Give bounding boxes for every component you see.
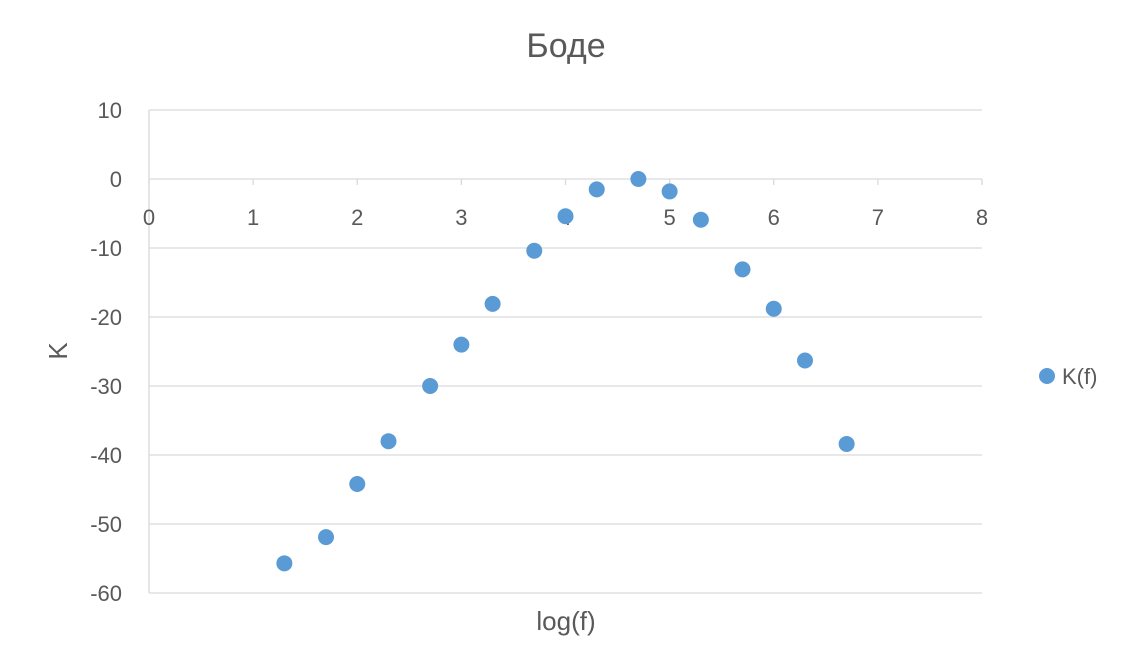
x-tick-label: 6: [768, 205, 780, 230]
chart-title: Боде: [526, 27, 605, 65]
x-tick-label: 0: [143, 205, 155, 230]
x-tick-label: 7: [872, 205, 884, 230]
x-axis-tick-labels: 012345678: [143, 205, 988, 230]
y-tick-label: -50: [90, 512, 122, 537]
data-point: [557, 208, 574, 225]
y-tick-label: 10: [98, 98, 122, 123]
x-tick-label: 8: [976, 205, 988, 230]
data-point: [526, 242, 543, 259]
data-point: [838, 435, 855, 452]
x-tick-label: 2: [351, 205, 363, 230]
y-axis-title: K: [43, 342, 73, 360]
data-point: [692, 211, 709, 228]
y-tick-label: -10: [90, 236, 122, 261]
y-axis-tick-labels: 10 0 -10 -20 -30 -40 -50 -60: [90, 98, 122, 606]
data-points: [276, 171, 855, 572]
y-tick-label: -60: [90, 581, 122, 606]
data-point: [276, 555, 293, 572]
y-tick-label: 0: [110, 167, 122, 192]
data-point: [588, 181, 605, 198]
gridlines: [148, 109, 982, 594]
data-point: [380, 433, 397, 450]
x-tick-label: 3: [455, 205, 467, 230]
data-point: [796, 352, 813, 369]
data-point: [734, 261, 751, 278]
data-point: [630, 171, 647, 187]
y-tick-label: -40: [90, 443, 122, 468]
x-axis: [148, 178, 983, 185]
legend: K(f): [1039, 364, 1097, 389]
legend-label-k-f: K(f): [1062, 364, 1097, 389]
data-point: [349, 475, 366, 492]
legend-marker-k-f: [1039, 368, 1055, 384]
data-point: [765, 300, 782, 317]
data-point: [453, 336, 470, 353]
x-tick-label: 5: [664, 205, 676, 230]
data-point: [484, 295, 501, 312]
y-tick-label: -20: [90, 305, 122, 330]
data-point: [661, 183, 678, 200]
data-point: [422, 378, 439, 394]
data-point: [318, 529, 335, 546]
x-tick-label: 1: [247, 205, 259, 230]
x-axis-title: log(f): [536, 606, 595, 636]
y-tick-label: -30: [90, 374, 122, 399]
